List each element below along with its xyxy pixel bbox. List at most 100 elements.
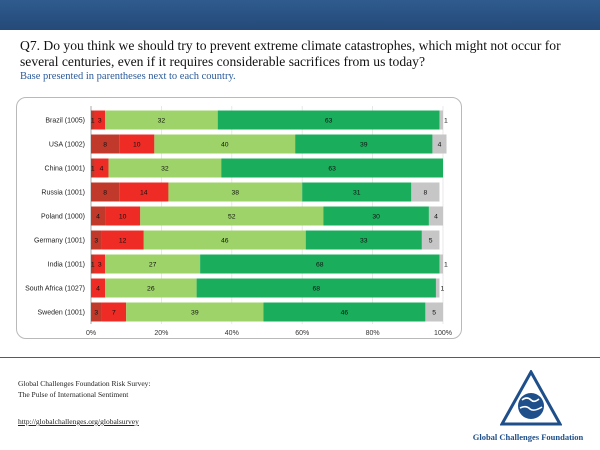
question-title: Q7. Do you think we should try to preven… <box>20 38 561 69</box>
data-label: 10 <box>119 214 127 221</box>
bar-segment <box>126 302 264 322</box>
bar-segment <box>435 278 440 298</box>
bar-segment <box>101 230 144 250</box>
bar-segment <box>168 182 303 202</box>
bar-segment <box>91 158 95 178</box>
foundation-logo-icon <box>500 370 562 426</box>
category-label: Russia (1001) <box>41 190 85 197</box>
data-label: 32 <box>158 118 166 125</box>
bar-segment <box>119 134 155 154</box>
x-tick-label: 0% <box>86 330 96 337</box>
data-label: 3 <box>98 262 102 269</box>
data-label: 3 <box>98 118 102 125</box>
foundation-name: Global Challenges Foundation <box>472 432 584 442</box>
bar-segment <box>323 206 429 226</box>
bar-segment <box>196 278 436 298</box>
data-label: 27 <box>149 262 157 269</box>
category-label: India (1001) <box>48 262 85 269</box>
category-label: China (1001) <box>45 166 85 173</box>
data-label: 5 <box>432 310 436 317</box>
data-label: 38 <box>232 190 240 197</box>
data-label: 4 <box>100 166 104 173</box>
bar-segment <box>91 206 106 226</box>
data-label: 4 <box>438 142 442 149</box>
bar-segment <box>119 182 169 202</box>
data-label: 39 <box>191 310 199 317</box>
data-label: 30 <box>372 214 380 221</box>
category-label: Sweden (1001) <box>38 310 85 317</box>
data-label: 52 <box>228 214 236 221</box>
bar-segment <box>91 278 106 298</box>
bar-segment <box>91 302 102 322</box>
bar-segment <box>295 134 433 154</box>
base-note: Base presented in parentheses next to ea… <box>20 71 236 82</box>
bar-segment <box>105 206 141 226</box>
bar-segment <box>302 182 412 202</box>
data-label: 40 <box>221 142 229 149</box>
category-label: Germany (1001) <box>34 238 85 245</box>
x-tick-label: 80% <box>366 330 380 337</box>
bar-segment <box>140 206 324 226</box>
bar-segment <box>439 254 443 274</box>
bar-segment <box>91 182 120 202</box>
bar-segment <box>91 230 102 250</box>
data-label: 1 <box>91 118 95 125</box>
data-label: 4 <box>96 286 100 293</box>
data-label: 1 <box>444 118 448 125</box>
data-label: 8 <box>103 142 107 149</box>
data-label: 7 <box>112 310 116 317</box>
data-label: 32 <box>161 166 169 173</box>
data-label: 63 <box>325 118 333 125</box>
bar-segment <box>108 158 222 178</box>
data-label: 46 <box>221 238 229 245</box>
data-label: 5 <box>429 238 433 245</box>
data-label: 1 <box>444 262 448 269</box>
bar-segment <box>105 278 197 298</box>
data-label: 3 <box>94 238 98 245</box>
footer-survey-title: Global Challenges Foundation Risk Survey… <box>18 378 151 400</box>
category-label: South Africa (1027) <box>25 286 85 293</box>
data-label: 1 <box>440 286 444 293</box>
x-tick-label: 100% <box>434 330 452 337</box>
data-label: 68 <box>312 286 320 293</box>
data-label: 4 <box>434 214 438 221</box>
category-label: Brazil (1005) <box>45 118 85 125</box>
data-label: 14 <box>140 190 148 197</box>
data-label: 8 <box>103 190 107 197</box>
data-label: 1 <box>91 166 95 173</box>
chart-panel: 0% 20% 40% 60% 80% 100% Brazil (1005) 1 3 32 63 1 US… <box>16 97 462 339</box>
bar-segment <box>91 254 95 274</box>
bar-segment <box>143 230 306 250</box>
bar-segment <box>263 302 426 322</box>
data-label: 68 <box>316 262 324 269</box>
bar-segment <box>428 206 443 226</box>
data-label: 46 <box>341 310 349 317</box>
bar-segment <box>200 254 440 274</box>
data-label: 33 <box>360 238 368 245</box>
footer-line-2: The Pulse of International Sentiment <box>18 390 129 399</box>
footer-line-1: Global Challenges Foundation Risk Survey… <box>18 379 151 388</box>
bar-segment <box>439 110 443 130</box>
bar-segment <box>91 134 120 154</box>
data-label: 1 <box>91 262 95 269</box>
data-label: 63 <box>328 166 336 173</box>
category-label: Poland (1000) <box>41 214 85 221</box>
data-label: 31 <box>353 190 361 197</box>
bar-segment <box>425 302 443 322</box>
data-label: 10 <box>133 142 141 149</box>
footer-url-link[interactable]: http://globalchallenges.org/globalsurvey <box>18 417 139 426</box>
bar-segment <box>305 230 422 250</box>
bar-segment <box>91 110 95 130</box>
bar-segment <box>101 302 127 322</box>
bar-segment <box>217 110 440 130</box>
data-label: 4 <box>96 214 100 221</box>
bar-segment <box>432 134 447 154</box>
data-label: 26 <box>147 286 155 293</box>
bar-segment <box>94 158 109 178</box>
data-label: 8 <box>424 190 428 197</box>
x-tick-label: 20% <box>154 330 168 337</box>
x-tick-label: 60% <box>295 330 309 337</box>
bar-segment <box>421 230 440 250</box>
x-tick-label: 40% <box>225 330 239 337</box>
data-label: 12 <box>119 238 127 245</box>
